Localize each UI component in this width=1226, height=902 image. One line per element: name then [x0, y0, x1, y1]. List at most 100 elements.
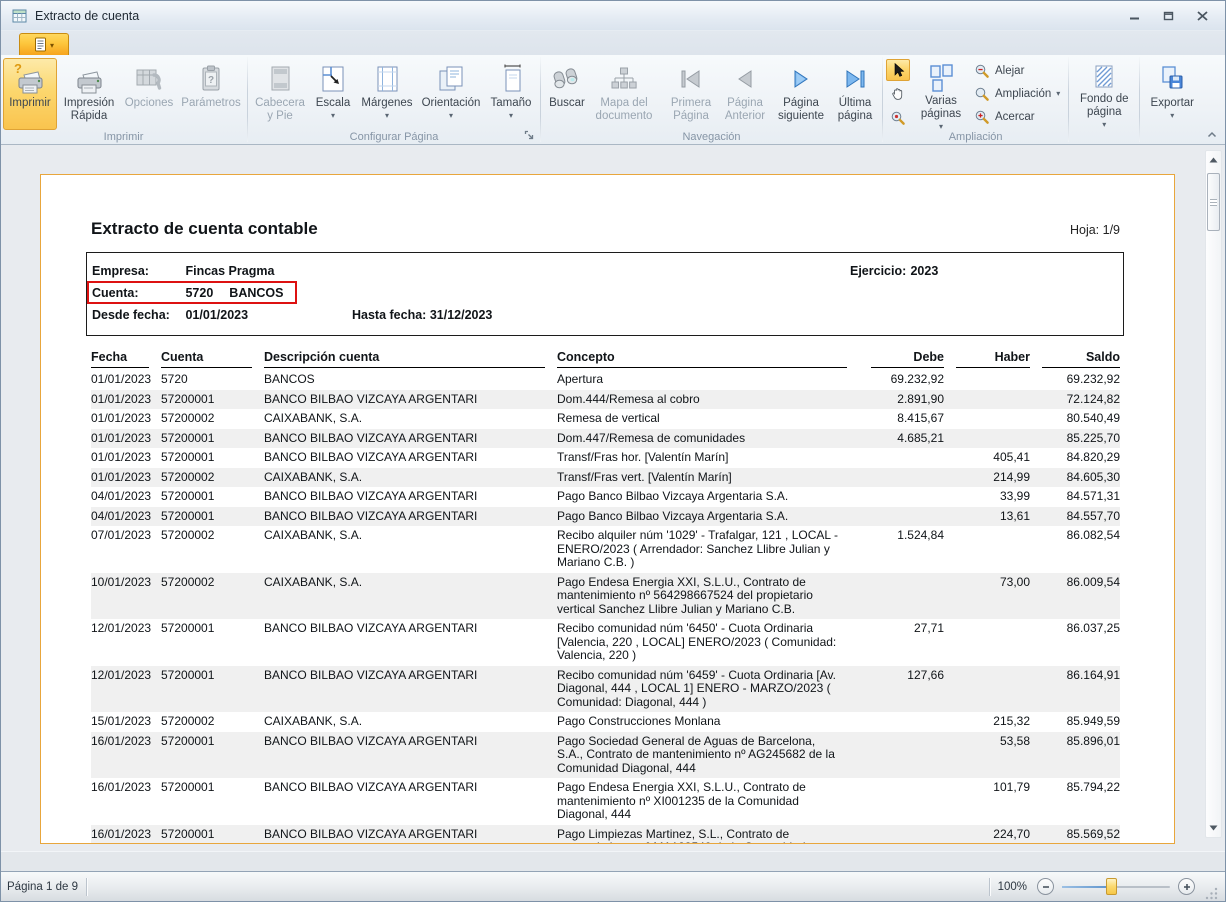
cell-concepto: Apertura [557, 372, 604, 386]
cell-debe [859, 506, 944, 526]
primera-pagina-button: Primera Página [664, 58, 718, 130]
options-icon [132, 61, 166, 97]
scroll-down-button[interactable] [1206, 820, 1221, 836]
cell-cuenta: 57200001 [161, 665, 264, 712]
zoom-out-button[interactable] [1037, 878, 1054, 895]
scrollbar-thumb[interactable] [1207, 173, 1220, 231]
group-separator [1139, 57, 1141, 142]
zoom-slider-thumb[interactable] [1105, 878, 1117, 895]
cell-fecha: 12/01/2023 [91, 621, 152, 635]
hand-tool-button[interactable] [886, 83, 910, 105]
imprimir-button[interactable]: ? Imprimir [3, 58, 57, 130]
exportar-button[interactable]: Exportar ▾ [1143, 58, 1201, 130]
preview-area[interactable]: Extracto de cuenta contable Hoja: 1/9 Em… [1, 145, 1225, 851]
dropdown-arrow-icon: ▾ [508, 110, 513, 120]
ampliacion-button[interactable]: Ampliación ▾ [972, 82, 1065, 105]
scroll-up-button[interactable] [1206, 152, 1221, 168]
arrow-up-icon [1209, 157, 1218, 163]
table-body: 01/01/2023 5720 BANCOS Apertura 69.232,9… [91, 368, 1120, 843]
dialog-launcher-icon[interactable] [523, 129, 536, 142]
cell-concepto: Remesa de vertical [557, 411, 660, 425]
ultima-pagina-button[interactable]: Última página [831, 58, 879, 130]
cell-haber [944, 428, 1030, 448]
dropdown-arrow-icon: ▾ [1102, 120, 1107, 129]
cell-descripcion: BANCO BILBAO VIZCAYA ARGENTARI [264, 780, 478, 794]
table-row: 01/01/2023 57200002 CAIXABANK, S.A. Tran… [91, 467, 1120, 487]
fondo-pagina-button[interactable]: Fondo de página ▾ [1072, 58, 1136, 130]
table-row: 12/01/2023 57200001 BANCO BILBAO VIZCAYA… [91, 619, 1120, 666]
zoom-out-icon [975, 64, 989, 78]
pointer-tool-button[interactable] [886, 59, 910, 81]
export-icon [1157, 61, 1187, 97]
cuenta-numero: 5720 [185, 286, 214, 300]
cell-concepto: Dom.444/Remesa al cobro [557, 389, 859, 409]
alejar-button[interactable]: Alejar [972, 59, 1065, 82]
cell-cuenta: 57200002 [161, 528, 215, 542]
window-title: Extracto de cuenta [35, 8, 140, 23]
button-label: Impresión Rápida [63, 97, 115, 122]
cell-concepto: Pago Sociedad General de Aguas de Barcel… [557, 731, 859, 778]
varias-paginas-button[interactable]: Varias páginas ▾ [913, 58, 969, 130]
zoom-in-button[interactable] [1178, 878, 1195, 895]
column-header-fecha: Fecha [91, 349, 161, 368]
cell-fecha: 01/01/2023 [91, 411, 152, 425]
button-label: Opciones [124, 97, 174, 109]
cell-descripcion: CAIXABANK, S.A. [264, 714, 363, 728]
mapa-documento-button: Mapa del documento [591, 58, 657, 130]
group-label-imprimir: Imprimir [103, 131, 144, 143]
statusbar-separator [85, 877, 87, 896]
restore-button[interactable] [1155, 7, 1181, 25]
pagina-siguiente-button[interactable]: Página siguiente [772, 58, 830, 130]
group-separator [247, 57, 248, 142]
multiple-pages-icon [924, 61, 958, 95]
next-page-icon [784, 61, 818, 97]
svg-text:?: ? [208, 75, 214, 86]
title-bar: Extracto de cuenta [1, 1, 1225, 31]
column-header-concepto: Concepto [557, 349, 859, 368]
acercar-button[interactable]: Acercar [972, 105, 1065, 128]
document-page: Extracto de cuenta contable Hoja: 1/9 Em… [40, 174, 1175, 844]
cell-cuenta: 57200001 [161, 621, 215, 635]
info-box: Empresa: Fincas Pragma Ejercicio: 2023 C… [86, 252, 1124, 336]
orientacion-button[interactable]: Orientación ▾ [418, 58, 484, 130]
resize-grip[interactable] [1205, 887, 1219, 901]
empresa-label: Empresa: [92, 264, 149, 278]
close-button[interactable] [1189, 7, 1215, 25]
quick-print-icon [72, 61, 106, 97]
escala-button[interactable]: Escala ▾ [310, 58, 356, 130]
buscar-button[interactable]: Buscar [544, 58, 590, 130]
app-menu-button[interactable]: ▾ [19, 33, 69, 55]
cell-debe [859, 572, 944, 619]
cell-debe: 27,71 [913, 621, 944, 635]
cell-fecha: 15/01/2023 [91, 714, 152, 728]
button-label: Márgenes [361, 97, 413, 109]
cell-descripcion: BANCO BILBAO VIZCAYA ARGENTARI [264, 489, 478, 503]
arrow-down-icon [1209, 825, 1218, 831]
cell-cuenta: 57200001 [161, 731, 264, 778]
zoom-tool-button[interactable] [886, 107, 910, 129]
cell-cuenta: 57200001 [161, 780, 215, 794]
tamano-button[interactable]: Tamaño ▾ [485, 58, 537, 130]
impresion-rapida-button[interactable]: Impresión Rápida [58, 58, 120, 130]
button-label: Imprimir [9, 97, 51, 109]
zoom-slider[interactable] [1062, 878, 1170, 895]
collapse-ribbon-button[interactable] [1205, 128, 1219, 140]
margins-icon [370, 61, 404, 97]
cell-fecha: 01/01/2023 [91, 467, 161, 487]
binoculars-icon [550, 61, 584, 97]
minimize-button[interactable] [1121, 7, 1147, 25]
dropdown-arrow-icon: ▾ [448, 110, 453, 120]
cell-cuenta: 57200002 [161, 714, 215, 728]
vertical-scrollbar[interactable] [1205, 150, 1222, 838]
scale-icon [316, 61, 350, 97]
cell-descripcion: BANCO BILBAO VIZCAYA ARGENTARI [264, 506, 557, 526]
cabecera-pie-button: Cabecera y Pie [251, 58, 309, 130]
svg-text:?: ? [14, 62, 22, 76]
margenes-button[interactable]: Márgenes ▾ [357, 58, 417, 130]
dropdown-arrow-icon: ▾ [1170, 110, 1175, 120]
info-row-fechas: Desde fecha: 01/01/2023 Hasta fecha: 31/… [92, 304, 1123, 326]
cell-descripcion: CAIXABANK, S.A. [264, 411, 363, 425]
cell-saldo: 84.605,30 [1030, 467, 1120, 487]
cell-concepto: Recibo alquiler núm '1029' - Trafalgar, … [557, 528, 838, 569]
